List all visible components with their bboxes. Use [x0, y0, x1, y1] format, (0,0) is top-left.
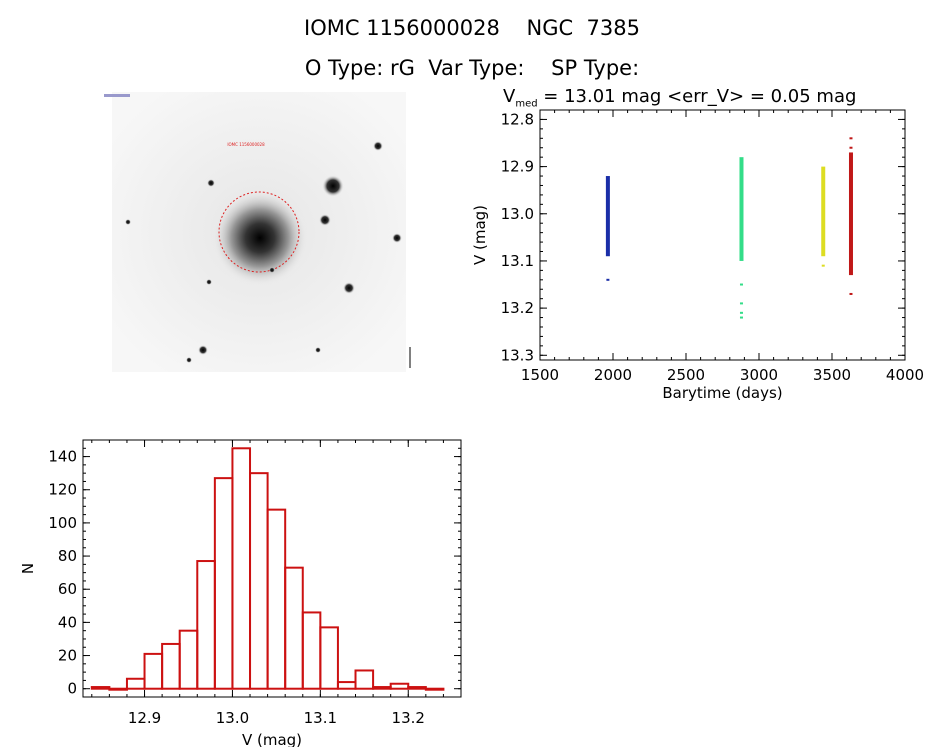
y-tick-label: 40: [58, 613, 77, 631]
y-tick-label: 20: [58, 647, 77, 665]
data-point-outlier: [849, 292, 853, 295]
histogram-bar: [231, 447, 252, 690]
histogram-bar: [424, 687, 445, 691]
y-tick-label: 13.3: [501, 346, 534, 364]
x-tick-label: 2000: [594, 366, 632, 384]
y-axis-label: N: [19, 563, 37, 574]
histogram-bar: [372, 686, 392, 690]
data-point-outlier: [739, 311, 743, 314]
y-tick-label: 100: [48, 514, 77, 532]
lightcurve-title: Vmed = 13.01 mag <err_V> = 0.05 mag: [503, 86, 857, 110]
x-axis-label: Barytime (days): [662, 384, 782, 402]
histogram-bar: [90, 686, 111, 690]
histogram-bar: [319, 626, 339, 690]
data-point-outlier: [739, 283, 743, 286]
y-tick-label: 13.1: [501, 252, 534, 270]
y-tick-label: 12.8: [501, 110, 534, 128]
x-tick-label: 3500: [813, 366, 851, 384]
figure-subtitle: O Type: rG Var Type: SP Type:: [304, 56, 640, 80]
y-tick-label: 80: [58, 547, 77, 565]
histogram-bar: [143, 652, 164, 690]
data-point-outlier: [739, 316, 743, 319]
x-tick-label: 13.2: [392, 709, 425, 727]
histogram-bar: [178, 629, 199, 690]
x-tick-label: 4000: [886, 366, 924, 384]
histogram-bar: [407, 686, 427, 690]
histogram-bar: [213, 477, 234, 690]
histogram-bar: [161, 642, 181, 690]
histogram-bar: [389, 682, 410, 690]
y-tick-label: 13.0: [501, 205, 534, 223]
data-point-outlier: [821, 264, 825, 267]
histogram-bar: [125, 677, 146, 690]
x-tick-label: 13.0: [216, 709, 249, 727]
histogram-bar: [266, 508, 287, 690]
y-tick-label: 13.2: [501, 299, 534, 317]
data-points-season-1: [605, 176, 610, 257]
x-tick-label: 2500: [667, 366, 705, 384]
x-tick-label: 13.1: [304, 709, 337, 727]
data-points-season-4: [848, 152, 853, 276]
data-points-season-2: [739, 157, 744, 261]
histogram-bar: [301, 611, 322, 690]
histogram-bar: [249, 472, 269, 690]
y-axis-label: V (mag): [471, 205, 489, 265]
x-tick-label: 3000: [740, 366, 778, 384]
histogram-bar: [354, 669, 375, 690]
y-tick-label: 12.9: [501, 158, 534, 176]
histogram-bar: [284, 566, 304, 690]
data-point-outlier: [739, 302, 743, 305]
data-points-season-3: [821, 166, 826, 257]
y-tick-label: 0: [67, 680, 77, 698]
lightcurve-frame: [539, 109, 906, 361]
y-tick-label: 140: [48, 448, 77, 466]
x-tick-label: 1500: [521, 366, 559, 384]
y-tick-label: 120: [48, 481, 77, 499]
x-axis-label: V (mag): [242, 731, 302, 747]
figure-title: IOMC 1156000028 NGC 7385: [304, 16, 640, 40]
data-point-outlier: [849, 146, 853, 149]
histogram-bar: [108, 687, 128, 691]
histogram-bar: [336, 681, 357, 690]
data-point-outlier: [849, 137, 853, 140]
histogram-frame: [82, 439, 462, 698]
y-tick-label: 60: [58, 580, 77, 598]
histogram-bar: [196, 560, 216, 690]
data-point-outlier: [606, 278, 610, 281]
x-tick-label: 12.9: [128, 709, 161, 727]
